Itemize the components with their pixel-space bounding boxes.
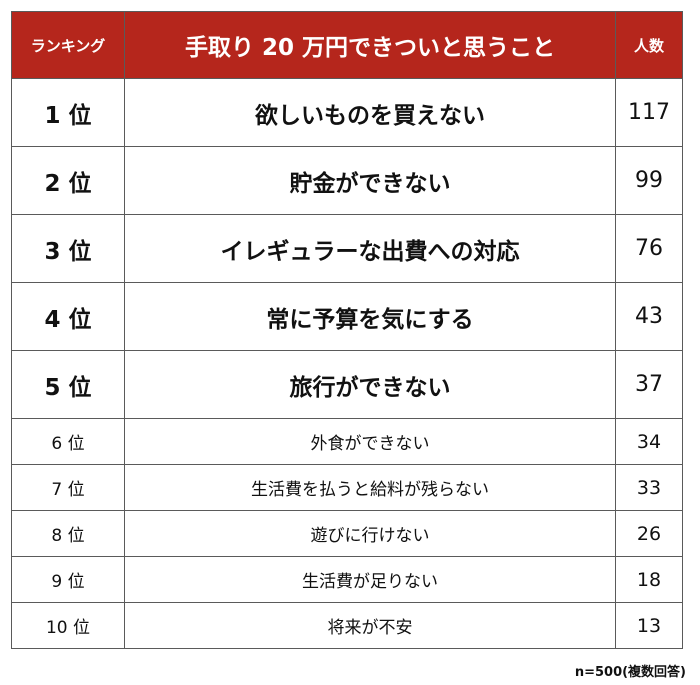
item-cell: 外食ができない [124, 418, 616, 465]
item-cell: 将来が不安 [124, 602, 616, 649]
count-cell: 33 [615, 464, 683, 511]
table-row: 1 位欲しいものを買えない 117 [11, 78, 683, 147]
rank-cell: 1 位 [11, 78, 125, 147]
header-row: ランキング 手取り 20 万円できついと思うこと 人数 [11, 11, 683, 79]
table-body: 1 位欲しいものを買えない 117 2 位貯金ができない 99 3 位イレギュラーな出費… [11, 78, 683, 649]
header-item: 手取り 20 万円できついと思うこと [124, 11, 616, 79]
rank-cell: 10 位 [11, 602, 125, 649]
count-cell: 13 [615, 602, 683, 649]
rank-cell: 7 位 [11, 464, 125, 511]
table-row: 8 位遊びに行けない 26 [11, 510, 683, 557]
item-cell: 生活費を払うと給料が残らない [124, 464, 616, 511]
rank-cell: 6 位 [11, 418, 125, 465]
table-row: 2 位貯金ができない 99 [11, 146, 683, 215]
table-row: 3 位イレギュラーな出費への対応 76 [11, 214, 683, 283]
count-cell: 76 [615, 214, 683, 283]
item-cell: 常に予算を気にする [124, 282, 616, 351]
count-cell: 99 [615, 146, 683, 215]
item-cell: 生活費が足りない [124, 556, 616, 603]
table-row: 7 位生活費を払うと給料が残らない 33 [11, 464, 683, 511]
ranking-table: ランキング 手取り 20 万円できついと思うこと 人数 1 位欲しいものを買えな… [11, 11, 683, 649]
table-row: 5 位旅行ができない 37 [11, 350, 683, 419]
rank-cell: 3 位 [11, 214, 125, 283]
item-cell: 旅行ができない [124, 350, 616, 419]
count-cell: 34 [615, 418, 683, 465]
header-rank: ランキング [11, 11, 125, 79]
rank-cell: 9 位 [11, 556, 125, 603]
header-count: 人数 [615, 11, 683, 79]
rank-cell: 8 位 [11, 510, 125, 557]
table-row: 10 位将来が不安 13 [11, 602, 683, 649]
footnote: n=500(複数回答) [574, 665, 686, 680]
rank-cell: 4 位 [11, 282, 125, 351]
count-cell: 43 [615, 282, 683, 351]
table-row: 6 位外食ができない 34 [11, 418, 683, 465]
count-cell: 18 [615, 556, 683, 603]
count-cell: 26 [615, 510, 683, 557]
rank-cell: 2 位 [11, 146, 125, 215]
count-cell: 117 [615, 78, 683, 147]
table-row: 4 位常に予算を気にする 43 [11, 282, 683, 351]
rank-cell: 5 位 [11, 350, 125, 419]
item-cell: 遊びに行けない [124, 510, 616, 557]
item-cell: イレギュラーな出費への対応 [124, 214, 616, 283]
item-cell: 欲しいものを買えない [124, 78, 616, 147]
count-cell: 37 [615, 350, 683, 419]
table-row: 9 位生活費が足りない 18 [11, 556, 683, 603]
item-cell: 貯金ができない [124, 146, 616, 215]
